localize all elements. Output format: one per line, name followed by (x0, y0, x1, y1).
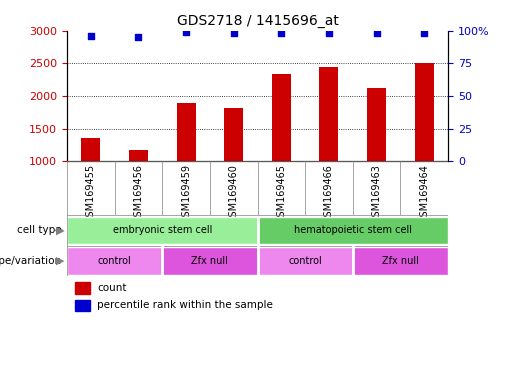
Text: ▶: ▶ (56, 225, 64, 235)
Text: percentile rank within the sample: percentile rank within the sample (97, 300, 273, 310)
Point (325, 30, 333, 36)
Bar (75, 300, 90, 311)
Text: GSM169456: GSM169456 (133, 164, 143, 223)
Text: GSM169459: GSM169459 (181, 164, 191, 223)
Text: embryonic stem cell: embryonic stem cell (113, 225, 212, 235)
Text: hematopoietic stem cell: hematopoietic stem cell (294, 225, 412, 235)
Text: GSM169464: GSM169464 (419, 164, 429, 223)
Bar (177, 103, 196, 161)
Bar (367, 88, 386, 161)
Bar (75, 282, 90, 294)
Point (230, 30, 238, 36)
Title: GDS2718 / 1415696_at: GDS2718 / 1415696_at (177, 14, 338, 28)
Text: GSM169463: GSM169463 (372, 164, 382, 223)
Text: GSM169455: GSM169455 (86, 164, 96, 223)
Bar (81, 139, 100, 161)
Text: Zfx null: Zfx null (192, 256, 228, 266)
Text: control: control (98, 256, 131, 266)
Text: GSM169460: GSM169460 (229, 164, 238, 223)
Text: ▶: ▶ (56, 256, 64, 266)
Bar (319, 67, 338, 161)
Text: cell type: cell type (17, 225, 62, 235)
FancyBboxPatch shape (258, 247, 353, 275)
Text: Zfx null: Zfx null (382, 256, 419, 266)
Text: genotype/variation: genotype/variation (0, 256, 62, 266)
Text: count: count (97, 283, 127, 293)
Point (134, 34, 143, 40)
Text: GSM169466: GSM169466 (324, 164, 334, 223)
Bar (129, 150, 148, 161)
Bar (415, 63, 434, 161)
FancyBboxPatch shape (67, 217, 258, 244)
Bar (272, 74, 291, 161)
Point (87, 33, 95, 39)
FancyBboxPatch shape (162, 247, 258, 275)
Text: control: control (288, 256, 322, 266)
FancyBboxPatch shape (67, 247, 162, 275)
Point (420, 30, 428, 36)
FancyBboxPatch shape (353, 247, 448, 275)
Bar (224, 108, 243, 161)
Point (372, 30, 381, 36)
Point (182, 29, 190, 35)
Point (277, 30, 285, 36)
FancyBboxPatch shape (258, 217, 448, 244)
Text: GSM169465: GSM169465 (277, 164, 286, 223)
